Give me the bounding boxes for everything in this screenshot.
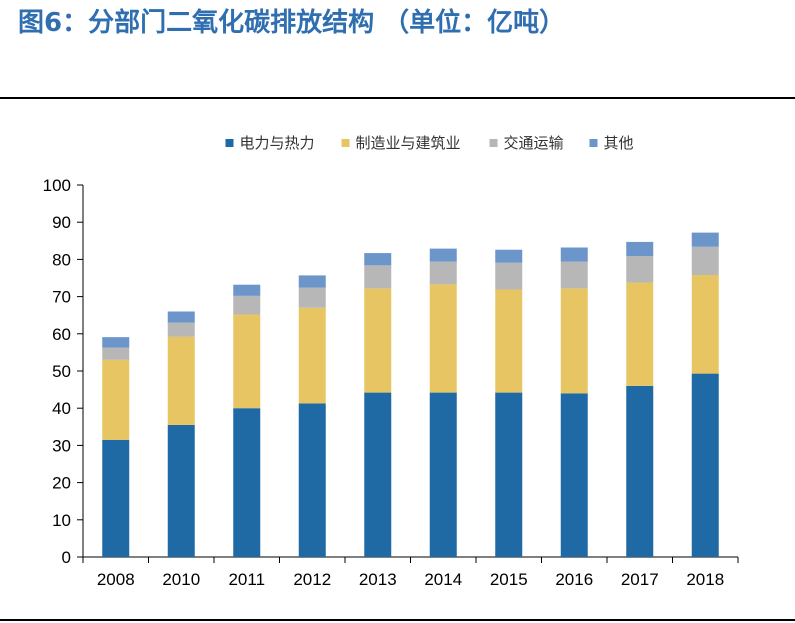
legend: 电力与热力 制造业与建筑业 交通运输 其他 bbox=[225, 134, 634, 152]
bar-segment-3-2018 bbox=[691, 232, 719, 247]
bar-segment-2-2018 bbox=[691, 246, 719, 276]
bar-segment-2-2015 bbox=[495, 262, 523, 290]
legend-label-3: 其他 bbox=[604, 134, 634, 152]
bar-segment-1-2018 bbox=[691, 275, 719, 374]
x-tick-labels: 2008 2010 2011 2012 2013 2014 2015 2016 2017 2018 bbox=[97, 570, 724, 589]
y-tick-label: 0 bbox=[62, 548, 71, 567]
y-tick-label: 60 bbox=[52, 325, 71, 344]
x-tick-label: 2018 bbox=[686, 570, 724, 589]
bar-segment-3-2014 bbox=[429, 248, 457, 262]
bar-segment-1-2015 bbox=[495, 289, 523, 393]
bar-segment-2-2010 bbox=[167, 322, 195, 337]
bar-segment-1-2010 bbox=[167, 336, 195, 425]
bar-segment-1-2011 bbox=[233, 314, 261, 409]
y-tick-label: 20 bbox=[52, 474, 71, 493]
bar-segment-3-2016 bbox=[560, 247, 588, 262]
bar-segment-0-2013 bbox=[364, 392, 392, 557]
top-divider bbox=[0, 97, 795, 99]
x-tick-label: 2013 bbox=[359, 570, 397, 589]
bar-segment-2-2012 bbox=[298, 287, 326, 308]
y-tick-label: 90 bbox=[52, 213, 71, 232]
bar-segment-2-2011 bbox=[233, 295, 261, 315]
bottom-divider bbox=[0, 619, 795, 621]
x-tick-label: 2011 bbox=[228, 570, 265, 589]
x-tick-label: 2016 bbox=[555, 570, 593, 589]
y-tick-label: 40 bbox=[52, 399, 71, 418]
bar-segment-3-2015 bbox=[495, 249, 523, 263]
legend-label-2: 交通运输 bbox=[504, 134, 564, 152]
y-tick-label: 50 bbox=[52, 362, 71, 381]
x-tick-label: 2014 bbox=[424, 570, 462, 589]
y-tick-label: 10 bbox=[52, 511, 71, 530]
legend-swatch-3 bbox=[589, 139, 598, 147]
bar-segment-0-2010 bbox=[167, 424, 195, 557]
bar-segment-0-2014 bbox=[429, 392, 457, 557]
bar-segment-1-2013 bbox=[364, 288, 392, 393]
chart-title: 图6：分部门二氧化碳排放结构 （单位：亿吨） bbox=[18, 8, 566, 38]
bar-segment-3-2013 bbox=[364, 253, 392, 266]
y-tick-label: 70 bbox=[52, 288, 71, 307]
bar-segment-0-2015 bbox=[495, 392, 523, 557]
legend-label-0: 电力与热力 bbox=[240, 134, 315, 152]
x-tick-label: 2008 bbox=[97, 570, 135, 589]
bar-segment-0-2018 bbox=[691, 373, 719, 557]
bars bbox=[102, 232, 719, 557]
bar-segment-2-2008 bbox=[102, 347, 130, 360]
x-tick-label: 2010 bbox=[162, 570, 200, 589]
legend-swatch-1 bbox=[341, 139, 350, 147]
bar-segment-2-2017 bbox=[626, 256, 654, 283]
bar-segment-0-2012 bbox=[298, 403, 326, 557]
legend-label-1: 制造业与建筑业 bbox=[356, 134, 461, 152]
bar-segment-0-2011 bbox=[233, 408, 261, 557]
x-tick-label: 2017 bbox=[621, 570, 659, 589]
bar-segment-1-2017 bbox=[626, 282, 654, 386]
legend-swatch-2 bbox=[489, 139, 498, 147]
y-tick-label: 30 bbox=[52, 436, 71, 455]
bar-segment-2-2014 bbox=[429, 261, 457, 285]
bar-segment-2-2016 bbox=[560, 261, 588, 289]
bar-segment-0-2008 bbox=[102, 439, 130, 557]
bar-segment-2-2013 bbox=[364, 265, 392, 289]
y-tick-label: 80 bbox=[52, 250, 71, 269]
bar-segment-1-2016 bbox=[560, 288, 588, 394]
bar-segment-1-2008 bbox=[102, 359, 130, 440]
bar-segment-3-2008 bbox=[102, 337, 130, 348]
bar-segment-3-2012 bbox=[298, 275, 326, 288]
bar-segment-0-2017 bbox=[626, 385, 654, 557]
bar-segment-1-2014 bbox=[429, 284, 457, 393]
bar-segment-3-2010 bbox=[167, 311, 195, 323]
bar-segment-3-2017 bbox=[626, 241, 654, 257]
x-tick-label: 2015 bbox=[490, 570, 528, 589]
y-tick-label: 100 bbox=[43, 176, 71, 195]
y-tick-labels: 0 10 20 30 40 50 60 70 80 90 100 bbox=[43, 176, 71, 567]
bar-segment-0-2016 bbox=[560, 393, 588, 557]
bar-segment-1-2012 bbox=[298, 307, 326, 404]
x-tick-label: 2012 bbox=[293, 570, 331, 589]
legend-swatch-0 bbox=[225, 139, 234, 147]
bar-segment-3-2011 bbox=[233, 284, 261, 296]
